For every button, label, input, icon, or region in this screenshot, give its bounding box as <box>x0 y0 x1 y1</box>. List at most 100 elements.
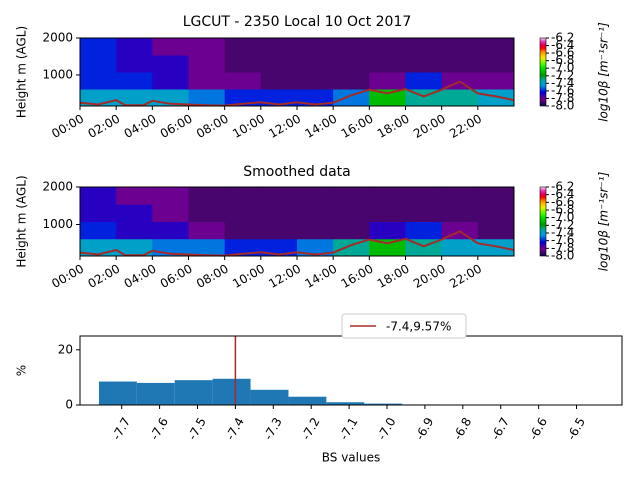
colorbar-tick-label: -6.8 <box>551 203 574 217</box>
heatmap-cell <box>224 187 262 205</box>
heatmap-cell <box>260 55 298 73</box>
heatmap-cell <box>369 38 406 56</box>
x-tick-label: 00:00 <box>49 262 86 291</box>
legend-box <box>341 313 467 339</box>
colorbar-tick-label: -8.0 <box>551 249 574 263</box>
x-tick-label: 18:00 <box>375 262 412 291</box>
heatmap-cell <box>477 187 515 205</box>
x-tick-label: 16:00 <box>339 262 376 291</box>
colorbar-tick-label: -7.8 <box>551 91 574 105</box>
heatmap-cell <box>224 38 262 56</box>
bar <box>174 380 213 405</box>
heatmap-cell <box>152 72 189 90</box>
heatmap-cell <box>80 221 117 240</box>
x-tick-label: -6.5 <box>564 415 588 442</box>
heatmap-cell <box>188 89 226 107</box>
heatmap-cell <box>116 55 153 73</box>
colorbar-tick-label: -6.6 <box>551 195 574 209</box>
y-tick-label: 20 <box>58 342 73 356</box>
colorbar-tick-label: -7.2 <box>551 218 574 232</box>
colorbar-tick-label: -7.0 <box>551 210 574 224</box>
heatmap-cell <box>260 38 298 56</box>
heatmap-cell <box>477 55 515 73</box>
colorbar-tick-label: -6.6 <box>551 46 574 60</box>
bar <box>364 403 403 405</box>
heatmap-cell <box>224 72 262 90</box>
heatmap-cell <box>260 89 298 107</box>
heatmap-cell <box>80 72 117 90</box>
bar <box>136 382 175 405</box>
x-tick-label: 10:00 <box>230 262 267 291</box>
heatmap-cell <box>297 55 334 73</box>
heatmap-cell <box>80 187 117 205</box>
heatmap-cell <box>188 38 226 56</box>
heatmap-cell <box>116 187 153 205</box>
colorbar-tick-label: -7.0 <box>551 61 574 75</box>
bar <box>288 396 327 405</box>
x-tick-label: 08:00 <box>194 262 231 291</box>
colorbar-tick-label: -7.6 <box>551 233 574 247</box>
heatmap-cell <box>333 221 370 240</box>
heatmap-cell <box>188 204 226 222</box>
heatmap-cell <box>477 204 515 222</box>
heatmap-cell <box>441 204 479 222</box>
heatmap-cell <box>260 238 298 257</box>
colorbar-tick-label: -6.2 <box>551 180 574 194</box>
x-tick-label: -7.4 <box>223 415 247 442</box>
x-tick-label: 20:00 <box>411 262 448 291</box>
heatmap-cell <box>441 187 479 205</box>
colorbar-tick-label: -8.0 <box>551 99 574 113</box>
heatmap-cell <box>116 89 153 107</box>
x-axis-label: BS values <box>322 451 380 465</box>
heatmap-cell <box>116 72 153 90</box>
y-axis-label: % <box>15 365 29 376</box>
heatmap-cell <box>80 38 117 56</box>
x-tick-label: 10:00 <box>230 112 267 141</box>
heatmap-cell <box>188 187 226 205</box>
colorbar-label: log10β [m⁻¹sr⁻¹] <box>597 171 611 271</box>
y-tick-label: 0 <box>65 398 73 412</box>
bar <box>326 402 365 405</box>
x-tick-label: 04:00 <box>122 112 159 141</box>
legend-label: -7.4,9.57% <box>386 320 451 334</box>
colorbar-tick-label: -6.8 <box>551 53 574 67</box>
colorbar-tick-label: -7.4 <box>551 76 574 90</box>
heatmap-cell <box>405 221 443 240</box>
heatmap-cell <box>116 221 153 240</box>
heatmap-cell <box>441 238 479 257</box>
heatmap-cell <box>224 221 262 240</box>
heatmap-cell <box>369 221 406 240</box>
colorbar-tick-label: -7.8 <box>551 241 574 255</box>
x-tick-label: -7.7 <box>109 415 133 442</box>
heatmap-cell <box>297 89 334 107</box>
colorbar-tick-label: -7.6 <box>551 83 574 97</box>
x-tick-label: 18:00 <box>375 112 412 141</box>
colorbar-tick-label: -6.4 <box>551 187 574 201</box>
chart-title: LGCUT - 2350 Local 10 Oct 2017 <box>183 14 412 30</box>
colorbar-tick-label: -7.2 <box>551 68 574 82</box>
heatmap-cell <box>369 55 406 73</box>
heatmap-cell <box>441 55 479 73</box>
y-axis-label: Height m (AGL) <box>15 26 29 118</box>
heatmap-cell <box>224 204 262 222</box>
x-tick-label: -6.6 <box>526 415 550 442</box>
y-tick-label: 1000 <box>42 67 73 81</box>
colorbar-tick-label: -6.2 <box>551 31 574 45</box>
heatmap-cell <box>260 72 298 90</box>
heatmap-cell <box>477 221 515 240</box>
heatmap-cell <box>405 72 443 90</box>
x-tick-label: 20:00 <box>411 112 448 141</box>
x-tick-label: -6.9 <box>413 415 437 442</box>
heatmap-cell <box>297 238 334 257</box>
y-tick-label: 2000 <box>42 31 73 45</box>
colorbar <box>539 186 547 257</box>
heatmap-cell <box>333 72 370 90</box>
x-tick-label: -7.0 <box>375 415 399 442</box>
chart-title: Smoothed data <box>243 164 351 180</box>
x-tick-label: 02:00 <box>85 112 122 141</box>
heatmap-cell <box>477 89 515 107</box>
heatmap-cell <box>297 187 334 205</box>
heatmap-cell <box>477 38 515 56</box>
heatmap-cell <box>116 38 153 56</box>
heatmap-cell <box>405 38 443 56</box>
